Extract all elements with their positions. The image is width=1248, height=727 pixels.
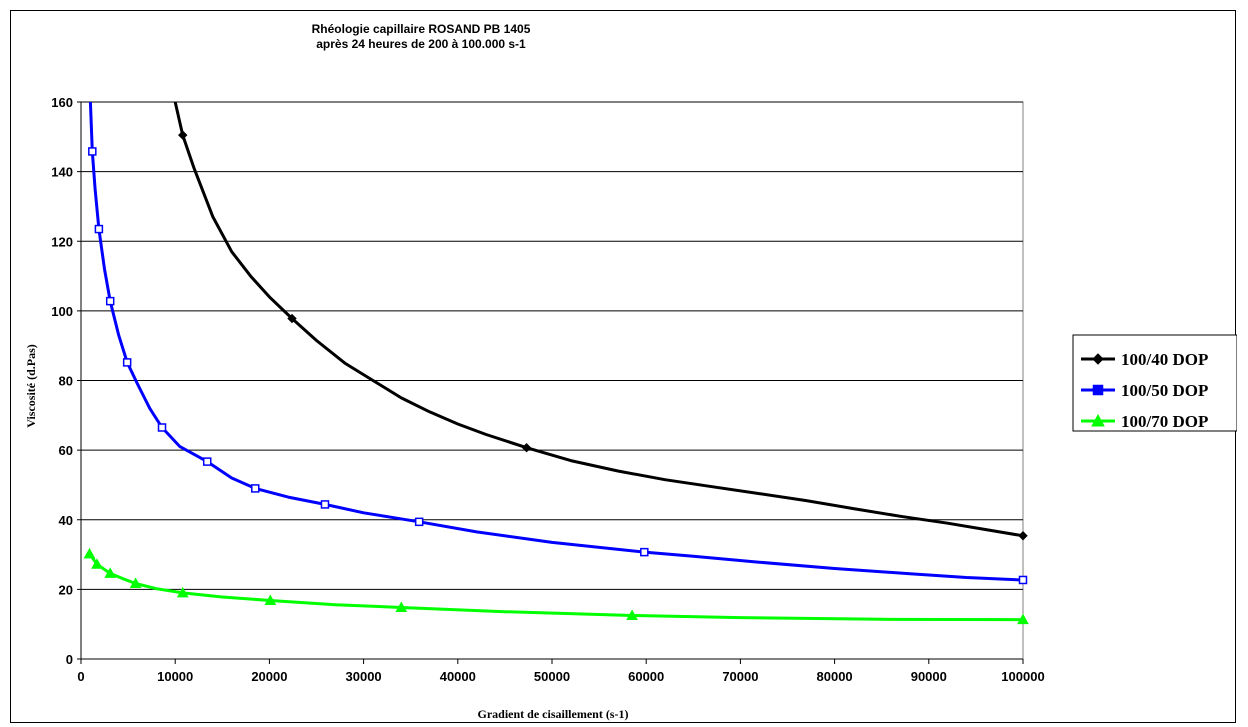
data-point [89, 148, 96, 155]
x-tick-label: 90000 [911, 669, 947, 684]
data-point [159, 424, 166, 431]
chart-frame: Rhéologie capillaire ROSAND PB 1405 aprè… [10, 10, 1236, 723]
x-tick-label: 50000 [534, 669, 570, 684]
x-tick-label: 30000 [346, 669, 382, 684]
x-tick-label: 80000 [817, 669, 853, 684]
y-tick-label: 60 [59, 443, 73, 458]
y-tick-label: 120 [51, 234, 73, 249]
legend-label: 100/50 DOP [1121, 381, 1208, 400]
x-tick-label: 10000 [157, 669, 193, 684]
x-axis-title: Gradient de cisaillement (s-1) [478, 707, 629, 721]
y-tick-label: 20 [59, 582, 73, 597]
legend-label: 100/70 DOP [1121, 412, 1208, 431]
data-point [1020, 576, 1027, 583]
data-point [416, 518, 423, 525]
data-point [641, 549, 648, 556]
y-tick-label: 160 [51, 95, 73, 110]
y-tick-label: 80 [59, 374, 73, 389]
data-point [107, 298, 114, 305]
legend-label: 100/40 DOP [1121, 350, 1208, 369]
data-point [95, 226, 102, 233]
y-tick-label: 0 [66, 652, 73, 667]
y-axis-title: Viscosité (d.Pas) [24, 344, 38, 428]
x-tick-label: 0 [77, 669, 84, 684]
y-tick-labels: 0 20 40 60 80 100 120 140 160 [51, 95, 73, 667]
x-tick-label: 60000 [628, 669, 664, 684]
chart-title: Rhéologie capillaire ROSAND PB 1405 [312, 22, 531, 36]
x-tick-label: 20000 [251, 669, 287, 684]
data-point [124, 359, 131, 366]
chart-subtitle: après 24 heures de 200 à 100.000 s-1 [316, 37, 526, 51]
y-tick-label: 100 [51, 304, 73, 319]
x-tick-label: 70000 [722, 669, 758, 684]
legend-marker [1094, 386, 1103, 395]
y-tick-label: 40 [59, 513, 73, 528]
data-point [252, 485, 259, 492]
data-point [321, 501, 328, 508]
chart: Rhéologie capillaire ROSAND PB 1405 aprè… [11, 11, 1237, 724]
x-tick-label: 40000 [440, 669, 476, 684]
x-tick-label: 100000 [1001, 669, 1044, 684]
data-point [204, 458, 211, 465]
y-tick-label: 140 [51, 165, 73, 180]
legend: 100/40 DOP 100/50 DOP 100/70 DOP [1073, 335, 1237, 431]
x-tick-labels: 0 10000 20000 30000 40000 50000 60000 70000 8000… [77, 669, 1044, 684]
